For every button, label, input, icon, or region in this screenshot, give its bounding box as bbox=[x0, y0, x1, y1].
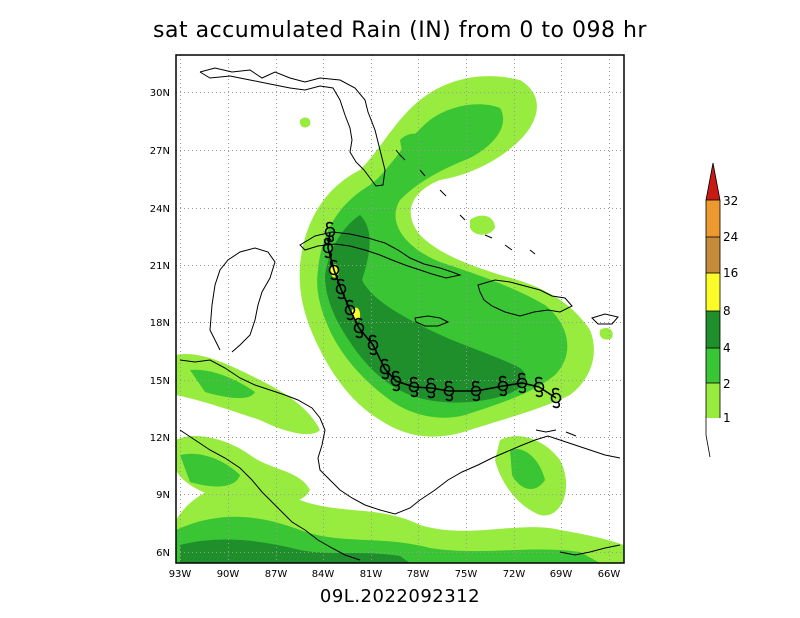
lon-tick-labels: 93W 90W 87W 84W 81W 78W 75W 72W 69W 66W bbox=[169, 569, 621, 580]
colorbar-label-2: 2 bbox=[723, 377, 731, 391]
colorbar: 1 2 4 8 16 24 32 bbox=[705, 162, 738, 458]
colorbar-segment-24 bbox=[706, 200, 720, 237]
lon-tick-90w: 90W bbox=[217, 569, 240, 580]
colorbar-segment-8 bbox=[706, 273, 720, 311]
lat-tick-9n: 9N bbox=[156, 490, 170, 501]
lon-tick-93w: 93W bbox=[169, 569, 192, 580]
coastlines bbox=[179, 67, 621, 561]
lat-tick-18n: 18N bbox=[150, 318, 170, 329]
colorbar-segment-32 bbox=[706, 163, 720, 200]
lon-tick-81w: 81W bbox=[360, 569, 383, 580]
map-frame bbox=[175, 54, 625, 564]
colorbar-segment-2 bbox=[706, 348, 720, 383]
tropical-storm-symbols bbox=[322, 221, 562, 409]
lat-tick-15n: 15N bbox=[150, 376, 170, 387]
lon-tick-66w: 66W bbox=[598, 569, 621, 580]
colorbar-label-32: 32 bbox=[723, 194, 738, 208]
colorbar-label-8: 8 bbox=[723, 304, 731, 318]
lat-tick-30n: 30N bbox=[150, 88, 170, 99]
colorbar-label-1: 1 bbox=[723, 411, 731, 425]
colorbar-segment-16 bbox=[706, 237, 720, 273]
lon-tick-69w: 69W bbox=[550, 569, 573, 580]
map-title: sat accumulated Rain (IN) from 0 to 098 … bbox=[153, 18, 647, 43]
colorbar-labels: 1 2 4 8 16 24 32 bbox=[723, 194, 738, 425]
lon-tick-78w: 78W bbox=[407, 569, 430, 580]
lon-tick-87w: 87W bbox=[265, 569, 288, 580]
colorbar-label-4: 4 bbox=[723, 341, 731, 355]
storm-id-label: 09L.2022092312 bbox=[319, 586, 481, 607]
lon-tick-75w: 75W bbox=[455, 569, 478, 580]
lon-tick-84w: 84W bbox=[312, 569, 335, 580]
colorbar-segment-4 bbox=[706, 311, 720, 348]
lat-tick-12n: 12N bbox=[150, 433, 170, 444]
colorbar-label-16: 16 bbox=[723, 266, 738, 280]
colorbar-segment-1 bbox=[706, 383, 720, 418]
lat-tick-27n: 27N bbox=[150, 146, 170, 157]
storm-track bbox=[322, 221, 562, 409]
colorbar-label-24: 24 bbox=[723, 230, 738, 244]
lat-tick-labels: 6N 9N 12N 15N 18N 21N 24N 27N 30N bbox=[150, 88, 170, 559]
lat-tick-6n: 6N bbox=[156, 548, 170, 559]
lat-tick-24n: 24N bbox=[150, 204, 170, 215]
lat-tick-21n: 21N bbox=[150, 261, 170, 272]
lon-tick-72w: 72W bbox=[503, 569, 526, 580]
